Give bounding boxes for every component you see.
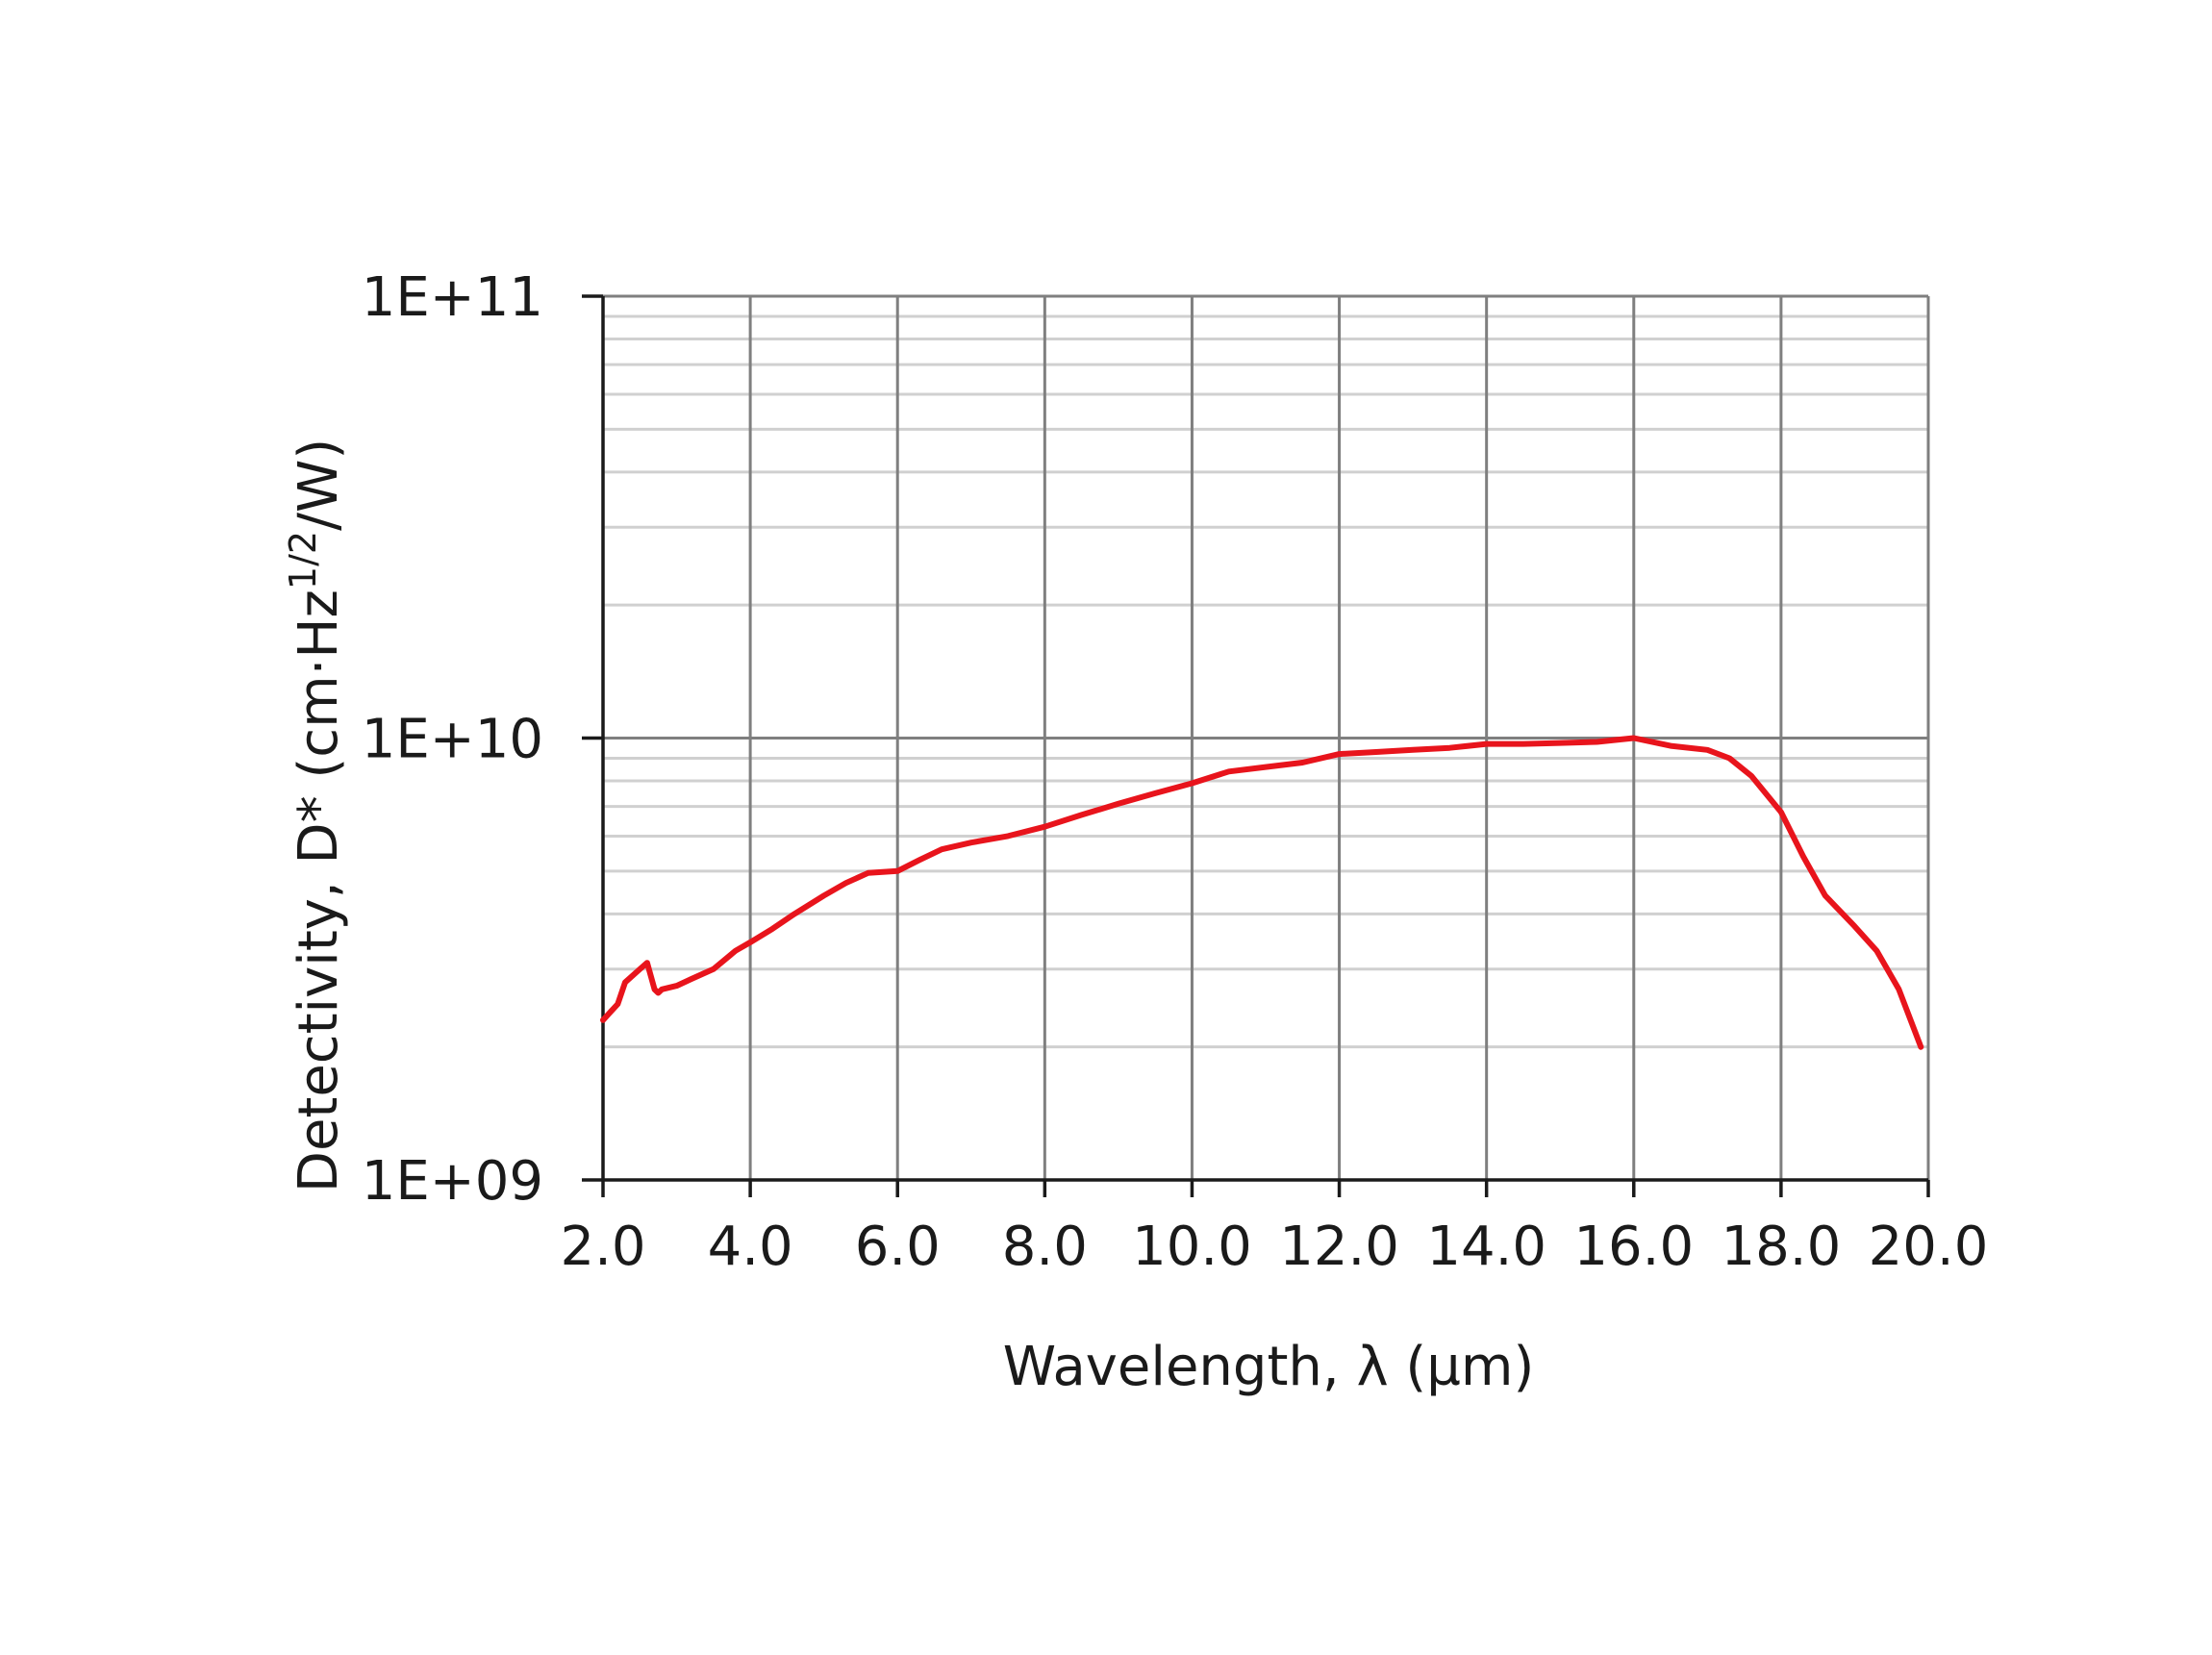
series-layer (600, 735, 1924, 1050)
grid (601, 294, 1930, 1182)
y-tick-label: 1E+09 (362, 1150, 543, 1213)
y-axis-title-main: Detectivity, D* (cm·Hz (288, 589, 350, 1192)
x-tick-label: 14.0 (1426, 1216, 1546, 1278)
y-tick-labels: 1E+09 1E+10 1E+11 (362, 266, 543, 1213)
x-tick-label: 12.0 (1279, 1216, 1399, 1278)
x-tick-label: 2.0 (560, 1216, 645, 1278)
y-tick-label: 1E+11 (362, 266, 543, 329)
x-axis-title: Wavelength, λ (µm) (1003, 1336, 1535, 1398)
y-axis-title-tail: /W) (288, 439, 350, 531)
series-line (600, 735, 1924, 1050)
y-axis-title-sup: 1/2 (282, 531, 324, 589)
x-tick-label: 20.0 (1869, 1216, 1989, 1278)
x-tick-label: 8.0 (1002, 1216, 1088, 1278)
x-tick-labels: 2.0 4.0 6.0 8.0 10.0 12.0 14.0 16.0 18.0 20.0 (560, 1216, 1988, 1278)
x-tick-label: 18.0 (1722, 1216, 1842, 1278)
x-tick-label: 6.0 (855, 1216, 941, 1278)
x-tick-label: 10.0 (1132, 1216, 1252, 1278)
axes (582, 294, 1930, 1197)
x-tick-label: 16.0 (1573, 1216, 1694, 1278)
x-tick-label: 4.0 (708, 1216, 793, 1278)
y-tick-label: 1E+10 (362, 709, 543, 771)
y-axis-title: Detectivity, D* (cm·Hz1/2/W) (282, 439, 350, 1192)
